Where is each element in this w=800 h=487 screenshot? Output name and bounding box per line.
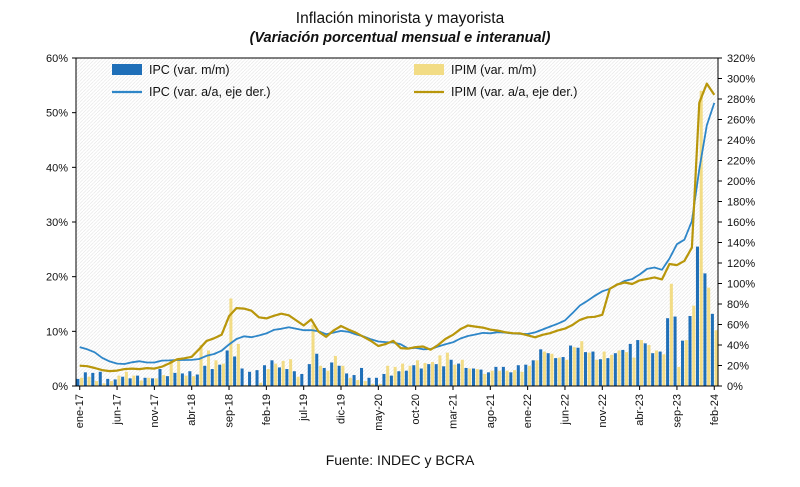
svg-text:30%: 30% (46, 217, 68, 229)
svg-text:240%: 240% (727, 135, 755, 147)
svg-text:jul-19: jul-19 (298, 394, 310, 422)
svg-text:feb-19: feb-19 (261, 394, 273, 425)
svg-text:220%: 220% (727, 156, 755, 168)
svg-text:20%: 20% (727, 361, 749, 373)
svg-text:jun-22: jun-22 (559, 394, 571, 426)
inflation-chart: 0% 10% 20% 30% 40% 50% 60% 0% 20% 40% 60% 80% 100% 12… (46, 53, 755, 431)
svg-text:nov-17: nov-17 (149, 394, 161, 428)
svg-text:40%: 40% (46, 162, 68, 174)
svg-text:60%: 60% (46, 53, 68, 65)
svg-text:sep-23: sep-23 (671, 394, 683, 428)
svg-text:abr-18: abr-18 (186, 394, 198, 426)
svg-text:100%: 100% (727, 279, 755, 291)
chart-title: Inflación minorista y mayorista (295, 10, 505, 27)
svg-text:abr-23: abr-23 (634, 394, 646, 426)
svg-text:40%: 40% (727, 340, 749, 352)
svg-text:140%: 140% (727, 238, 755, 250)
svg-text:mar-21: mar-21 (447, 394, 459, 429)
svg-text:0%: 0% (52, 381, 68, 393)
svg-text:dic-19: dic-19 (336, 394, 348, 424)
svg-text:IPIM (var. a/a, eje der.): IPIM (var. a/a, eje der.) (451, 85, 577, 99)
svg-text:280%: 280% (727, 94, 755, 106)
svg-text:180%: 180% (727, 197, 755, 209)
svg-text:20%: 20% (46, 272, 68, 284)
svg-text:feb-24: feb-24 (709, 394, 721, 425)
svg-text:60%: 60% (727, 320, 749, 332)
svg-text:oct-20: oct-20 (410, 394, 422, 425)
svg-text:320%: 320% (727, 53, 755, 65)
svg-text:ene-17: ene-17 (74, 394, 86, 428)
svg-text:nov-22: nov-22 (597, 394, 609, 428)
svg-text:160%: 160% (727, 217, 755, 229)
svg-text:IPIM (var. m/m): IPIM (var. m/m) (451, 63, 536, 77)
svg-text:300%: 300% (727, 74, 755, 86)
source-caption: Fuente: INDEC y BCRA (325, 452, 475, 468)
svg-text:80%: 80% (727, 299, 749, 311)
svg-text:may-20: may-20 (373, 394, 385, 431)
svg-text:jun-17: jun-17 (112, 394, 124, 426)
svg-text:ene-22: ene-22 (522, 394, 534, 428)
svg-text:200%: 200% (727, 176, 755, 188)
svg-text:IPC (var. m/m): IPC (var. m/m) (149, 63, 230, 77)
svg-text:0%: 0% (727, 381, 743, 393)
chart-subtitle: (Variación porcentual mensual e interanu… (249, 30, 551, 46)
svg-text:IPC (var. a/a, eje der.): IPC (var. a/a, eje der.) (149, 85, 271, 99)
svg-text:260%: 260% (727, 115, 755, 127)
svg-text:120%: 120% (727, 258, 755, 270)
svg-text:sep-18: sep-18 (224, 394, 236, 428)
svg-text:ago-21: ago-21 (485, 394, 497, 428)
svg-text:50%: 50% (46, 108, 68, 120)
svg-text:10%: 10% (46, 326, 68, 338)
